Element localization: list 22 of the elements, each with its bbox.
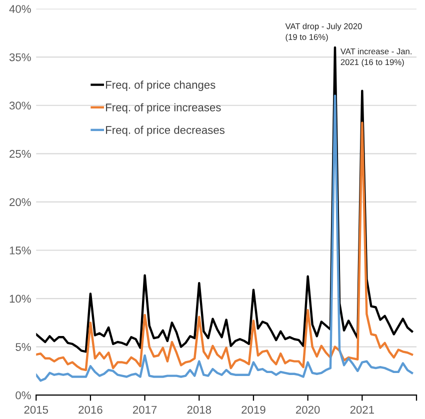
legend-label: Freq. of price decreases xyxy=(106,126,225,136)
x-tick-label: 2018 xyxy=(187,406,212,414)
line-series xyxy=(36,46,414,353)
legend-label: Freq. of price changes xyxy=(106,80,216,91)
x-tick-label: 2020 xyxy=(296,406,320,414)
annotation: VAT drop - July 2020 (19 to 16%) xyxy=(285,23,362,42)
x-tick-label: 2017 xyxy=(133,406,157,414)
annotation: VAT increase - Jan. 2021 (16 to 19%) xyxy=(340,48,412,67)
y-tick-label: 25% xyxy=(10,150,31,158)
y-tick-label: 0% xyxy=(16,391,31,400)
y-tick-label: 10% xyxy=(10,294,31,303)
y-tick-label: 35% xyxy=(9,53,31,62)
x-tick-label: 2016 xyxy=(78,406,102,414)
legend-label: Freq. of price increases xyxy=(106,103,221,114)
y-tick-label: 40% xyxy=(9,5,31,13)
y-tick-label: 15% xyxy=(10,246,31,254)
y-tick-label: 5% xyxy=(16,343,31,351)
y-tick-label: 20% xyxy=(10,198,31,206)
y-tick-label: 30% xyxy=(9,102,31,110)
x-tick-label: 2015 xyxy=(24,406,48,414)
x-tick-label: 2021 xyxy=(350,406,374,414)
x-tick-label: 2019 xyxy=(242,406,266,414)
